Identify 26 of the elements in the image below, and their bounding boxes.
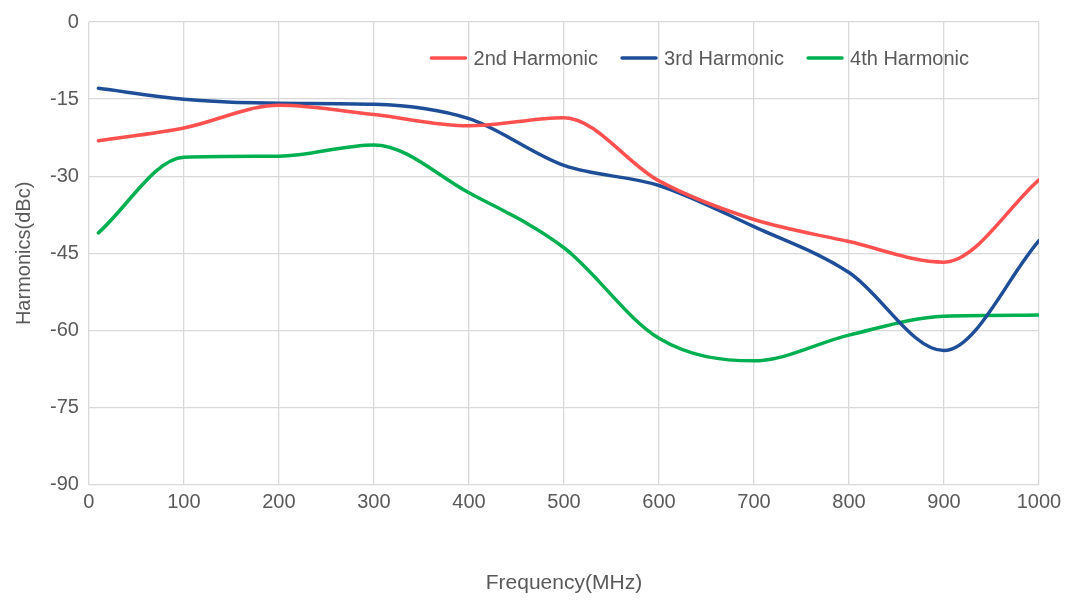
y-tick-label: -45 [50,240,79,263]
legend-label: 2nd Harmonic [473,46,599,69]
y-tick-label: 0 [67,9,79,32]
line-series [96,103,1039,264]
legend-label: 3rd Harmonic [664,46,785,69]
x-tick-label: 0 [83,490,95,513]
x-tick-label: 1000 [1016,490,1062,513]
x-tick-label: 200 [262,490,296,513]
x-tick-label: 400 [452,490,486,513]
y-tick-label: -30 [50,163,79,186]
legend-label: 4th Harmonic [850,46,969,69]
line-series [96,86,1039,353]
x-tick-label: 700 [737,490,771,513]
y-tick-label: -60 [50,318,79,341]
y-tick-label: -15 [50,86,79,109]
x-tick-label: 500 [547,490,581,513]
x-tick-label: 600 [642,490,676,513]
y-axis-title: Harmonics(dBc) [11,181,34,326]
y-tick-label: -90 [50,472,79,495]
x-axis-title: Frequency(MHz) [485,570,643,594]
x-tick-label: 900 [927,490,961,513]
line-series [96,143,1039,363]
y-tick-label: -75 [50,395,79,418]
x-tick-label: 300 [357,490,391,513]
x-tick-label: 100 [167,490,201,513]
x-tick-label: 800 [832,490,866,513]
